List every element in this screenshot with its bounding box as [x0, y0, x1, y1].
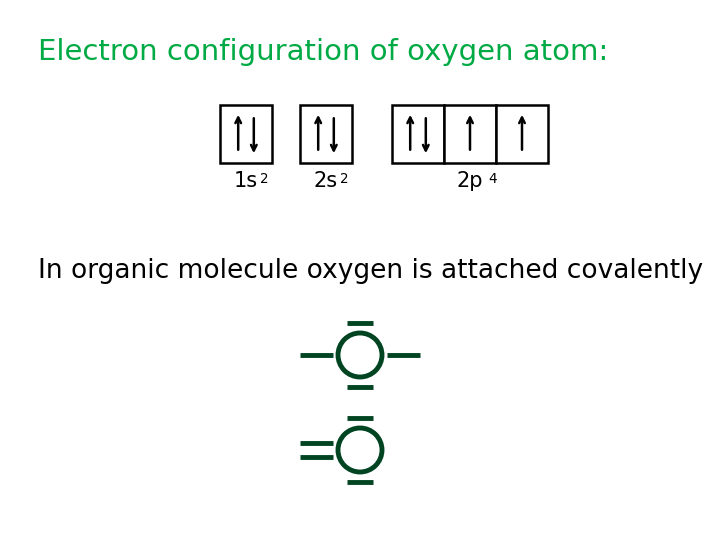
Text: 2: 2 [260, 172, 269, 186]
Text: Electron configuration of oxygen atom:: Electron configuration of oxygen atom: [38, 38, 608, 66]
Bar [392, 105, 444, 163]
Bar [300, 105, 352, 163]
Bar [444, 105, 496, 163]
Bar [220, 105, 272, 163]
Text: 2p: 2p [456, 171, 483, 191]
Bar [496, 105, 548, 163]
Text: 1s: 1s [234, 171, 258, 191]
Text: 4: 4 [488, 172, 497, 186]
Text: 2s: 2s [314, 171, 338, 191]
Text: In organic molecule oxygen is attached covalently: In organic molecule oxygen is attached c… [38, 258, 703, 284]
Text: 2: 2 [340, 172, 348, 186]
